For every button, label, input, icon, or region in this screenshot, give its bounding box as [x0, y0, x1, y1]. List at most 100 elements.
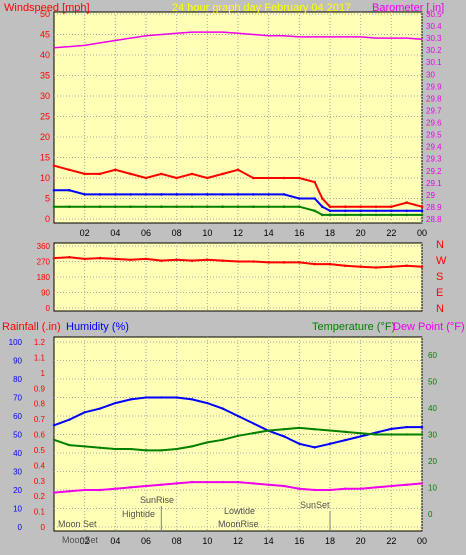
climate-point	[98, 488, 102, 492]
climate-point	[114, 401, 117, 405]
climate-point	[98, 446, 102, 449]
wind-point	[344, 213, 347, 217]
climate-point	[313, 446, 316, 449]
climate-x-tick: 18	[325, 536, 335, 546]
rainfall-y-tick: 0.6	[34, 431, 46, 440]
wind-x-tick: 18	[325, 228, 335, 238]
climate-point	[160, 483, 163, 486]
climate-point	[252, 431, 255, 435]
wind-point	[68, 205, 71, 208]
climate-point	[160, 449, 163, 452]
wind-x-tick: 06	[141, 228, 151, 238]
climate-point	[83, 445, 86, 448]
barometer-y-tick: 29.6	[426, 119, 442, 128]
direction-y-tick: 180	[37, 273, 51, 282]
climate-point	[175, 482, 178, 485]
humidity-y-tick: 70	[13, 394, 22, 403]
wind-point	[298, 197, 301, 200]
direction-point	[190, 259, 194, 262]
temperature-y-tick: 0	[428, 510, 433, 519]
climate-point	[129, 447, 132, 451]
climate-point	[328, 488, 332, 492]
climate-point	[83, 411, 86, 414]
climate-point	[190, 480, 194, 484]
temperature-y-tick: 60	[428, 351, 437, 360]
humidity-y-tick: 90	[13, 357, 22, 366]
direction-point	[267, 261, 270, 264]
wind-point	[267, 176, 270, 180]
climate-point	[175, 447, 178, 451]
climate-point	[267, 429, 270, 432]
direction-point	[68, 255, 71, 259]
climate-point	[390, 484, 393, 488]
barometer-y-tick: 30.3	[426, 34, 442, 43]
wind-x-tick: 20	[356, 228, 366, 238]
wind-point	[390, 205, 393, 208]
climate-point	[52, 438, 56, 441]
event-label: MoonSet	[62, 535, 99, 545]
wind-point	[420, 205, 424, 208]
direction-point	[160, 259, 163, 262]
direction-point	[344, 264, 347, 268]
wind-y-tick: 40	[40, 50, 50, 60]
climate-point	[405, 425, 408, 429]
wind-point	[221, 193, 224, 196]
rainfall-y-tick: 0.5	[34, 446, 46, 455]
climate-point	[298, 442, 301, 445]
climate-point	[68, 418, 71, 421]
wind-point	[83, 205, 86, 208]
wind-x-tick: 16	[294, 228, 304, 238]
event-label: Hightide	[122, 509, 155, 519]
direction-point	[236, 260, 240, 263]
rainfall-y-tick: 1.1	[34, 353, 46, 362]
climate-point	[114, 447, 117, 451]
climate-point	[206, 441, 209, 444]
wind-point	[221, 205, 224, 208]
rainfall-y-tick: 1.2	[34, 338, 46, 347]
barometer-y-tick: 30	[426, 70, 435, 79]
wind-point	[52, 205, 56, 208]
direction-y-tick: 90	[41, 289, 50, 298]
direction-point	[282, 261, 286, 264]
wind-point	[374, 213, 378, 217]
climate-point	[236, 434, 240, 438]
climate-point	[83, 488, 86, 492]
direction-y-tick: 270	[37, 258, 51, 267]
wind-point	[328, 209, 332, 213]
climate-point	[359, 435, 362, 438]
rainfall-y-tick: 0.8	[34, 400, 46, 409]
rainfall-y-tick: 0.3	[34, 477, 46, 486]
direction-point	[420, 265, 424, 268]
climate-point	[114, 487, 117, 490]
wind-point	[129, 205, 132, 208]
wind-y-tick: 0	[45, 214, 50, 224]
climate-point	[282, 435, 286, 438]
direction-point	[144, 257, 148, 261]
wind-point	[328, 213, 332, 217]
wind-point	[114, 193, 117, 196]
climate-point	[52, 424, 56, 427]
wind-point	[321, 213, 324, 217]
wind-point	[405, 213, 408, 217]
wind-point	[267, 205, 270, 208]
wind-point	[236, 205, 240, 208]
temperature-y-tick: 50	[428, 378, 437, 387]
wind-point	[390, 213, 393, 217]
wind-point	[190, 193, 194, 196]
climate-point	[390, 433, 393, 436]
climate-point	[190, 445, 194, 448]
climate-x-tick: 06	[141, 536, 151, 546]
wind-point	[313, 209, 316, 213]
wind-point	[175, 176, 178, 180]
wind-point	[252, 176, 255, 180]
barometer-y-tick: 28.8	[426, 215, 442, 224]
wind-point	[420, 209, 424, 213]
barometer-y-tick: 30.4	[426, 22, 442, 31]
wind-point	[252, 193, 255, 196]
wind-point	[206, 205, 209, 208]
climate-point	[420, 482, 424, 485]
rainfall-axis-title: Rainfall (.in)	[2, 321, 61, 333]
wind-x-tick: 08	[172, 228, 182, 238]
wind-point	[298, 176, 301, 180]
climate-point	[160, 396, 163, 399]
